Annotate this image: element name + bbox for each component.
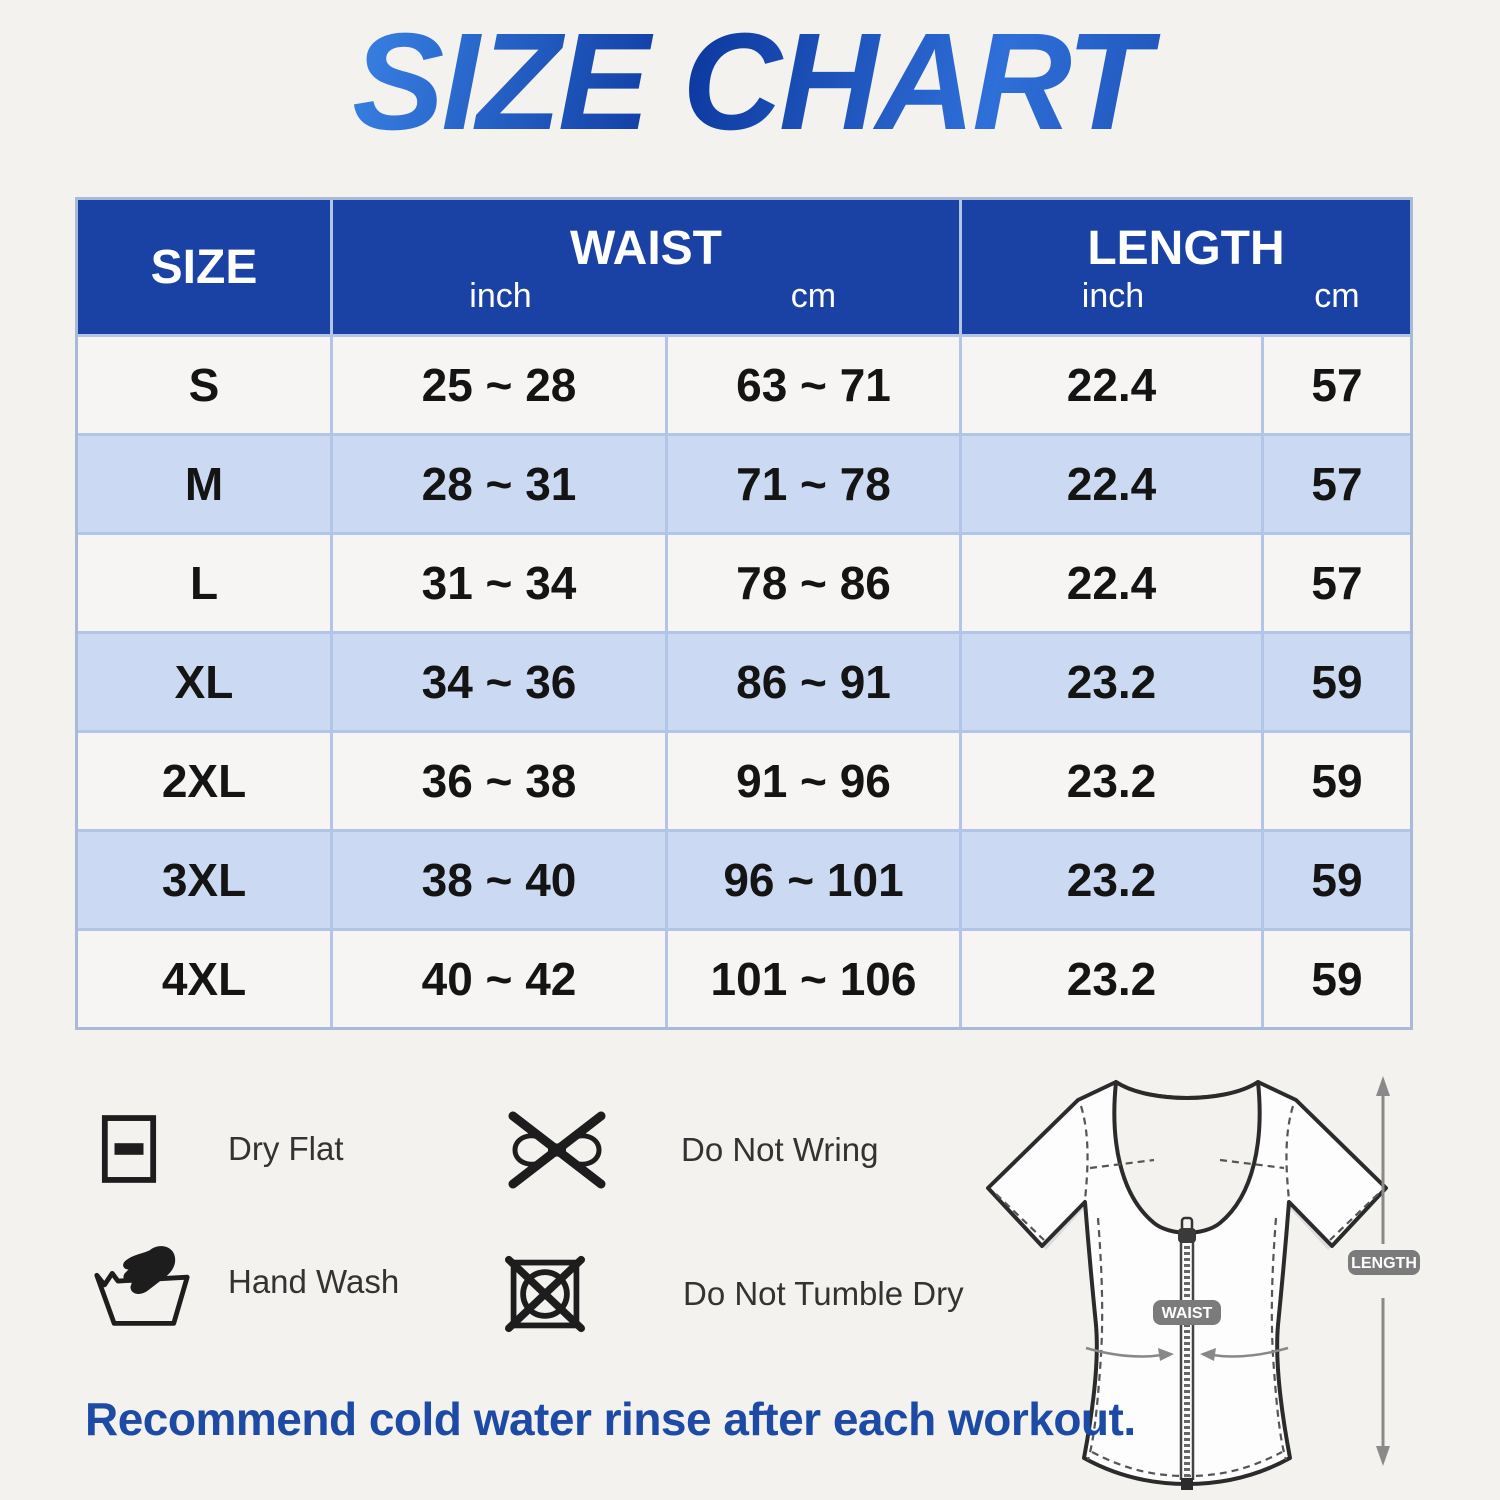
length-badge-label: LENGTH — [1351, 1255, 1417, 1272]
value-cell: 57 — [1264, 535, 1410, 631]
header-length-label: LENGTH — [1087, 222, 1285, 276]
value-cell: 57 — [1264, 436, 1410, 532]
header-length: LENGTH inch cm — [962, 200, 1410, 334]
care-item-dry-flat: Dry Flat — [100, 1112, 344, 1186]
value-cell: 59 — [1264, 931, 1410, 1027]
care-label: Do Not Wring — [681, 1131, 879, 1168]
value-cell: 22.4 — [962, 535, 1261, 631]
header-waist: WAIST inch cm — [333, 200, 959, 334]
value-cell: 23.2 — [962, 931, 1261, 1027]
value-cell: 23.2 — [962, 634, 1261, 730]
neckline — [1112, 1080, 1262, 1235]
size-cell: S — [78, 337, 330, 433]
care-label: Hand Wash — [228, 1263, 400, 1300]
waist-arrowhead-left — [1158, 1348, 1174, 1361]
hand-wash-icon — [92, 1238, 192, 1326]
value-cell: 91 ~ 96 — [668, 733, 959, 829]
care-item-do-not-tumble-dry: Do Not Tumble Dry — [505, 1252, 964, 1336]
value-cell: 71 ~ 78 — [668, 436, 959, 532]
unit-cm-label: cm — [1314, 276, 1360, 315]
waist-badge — [1153, 1300, 1221, 1325]
dry-flat-icon — [100, 1112, 158, 1186]
care-item-do-not-wring: Do Not Wring — [505, 1108, 878, 1192]
value-cell: 25 ~ 28 — [333, 337, 665, 433]
value-cell: 34 ~ 36 — [333, 634, 665, 730]
waist-arrows — [1085, 1346, 1289, 1358]
size-cell: 2XL — [78, 733, 330, 829]
size-cell: 4XL — [78, 931, 330, 1027]
care-label: Dry Flat — [228, 1130, 344, 1167]
header-waist-label: WAIST — [570, 222, 722, 276]
value-cell: 40 ~ 42 — [333, 931, 665, 1027]
value-cell: 78 ~ 86 — [668, 535, 959, 631]
unit-cm-label: cm — [790, 276, 837, 315]
garment-diagram: WAIST LENGTH — [950, 1060, 1500, 1500]
length-badge — [1348, 1250, 1420, 1275]
size-chart-title: SIZE CHART — [0, 10, 1500, 155]
waist-arrowhead-right — [1200, 1348, 1216, 1361]
value-cell: 31 ~ 34 — [333, 535, 665, 631]
value-cell: 59 — [1264, 634, 1410, 730]
value-cell: 59 — [1264, 733, 1410, 829]
value-cell: 96 ~ 101 — [668, 832, 959, 928]
zipper — [1178, 1216, 1196, 1490]
size-cell: XL — [78, 634, 330, 730]
do-not-wring-icon — [505, 1108, 609, 1192]
unit-inch-label: inch — [469, 276, 532, 315]
value-cell: 38 ~ 40 — [333, 832, 665, 928]
value-cell: 63 ~ 71 — [668, 337, 959, 433]
header-waist-units: inch cm — [333, 277, 959, 316]
value-cell: 86 ~ 91 — [668, 634, 959, 730]
length-arrowhead-bottom — [1376, 1446, 1390, 1466]
header-size: SIZE — [78, 200, 330, 334]
value-cell: 28 ~ 31 — [333, 436, 665, 532]
do-not-tumble-dry-icon — [505, 1252, 585, 1336]
size-chart-table: SIZE WAIST inch cm LENGTH inch cm S 25 ~ … — [75, 197, 1413, 1030]
value-cell: 59 — [1264, 832, 1410, 928]
unit-inch-label: inch — [1081, 276, 1145, 315]
care-item-hand-wash: Hand Wash — [92, 1238, 399, 1326]
value-cell: 36 ~ 38 — [333, 733, 665, 829]
header-length-units: inch cm — [962, 277, 1410, 316]
waist-badge-label: WAIST — [1162, 1305, 1213, 1322]
footer-note: Recommend cold water rinse after each wo… — [85, 1393, 1136, 1445]
value-cell: 22.4 — [962, 436, 1261, 532]
size-cell: L — [78, 535, 330, 631]
value-cell: 57 — [1264, 337, 1410, 433]
value-cell: 101 ~ 106 — [668, 931, 959, 1027]
size-cell: 3XL — [78, 832, 330, 928]
size-cell: M — [78, 436, 330, 532]
value-cell: 22.4 — [962, 337, 1261, 433]
length-arrowhead-top — [1376, 1076, 1390, 1096]
value-cell: 23.2 — [962, 832, 1261, 928]
value-cell: 23.2 — [962, 733, 1261, 829]
care-label: Do Not Tumble Dry — [683, 1275, 964, 1312]
